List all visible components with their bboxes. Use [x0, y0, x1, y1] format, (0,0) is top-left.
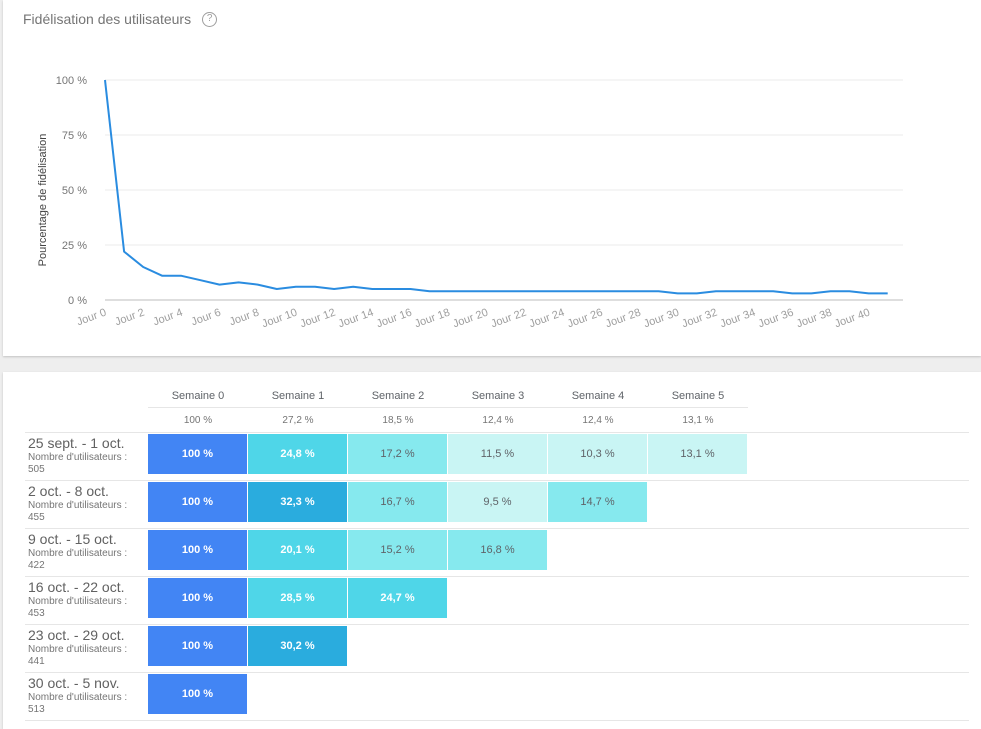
- cohort-cell: 13,1 %: [648, 434, 747, 474]
- y-tick-label: 100 %: [56, 75, 87, 87]
- column-total-week: 27,2 %: [282, 415, 314, 426]
- help-icon[interactable]: ?: [202, 11, 218, 27]
- column-total-week: 12,4 %: [582, 415, 614, 426]
- header-divider: [148, 407, 748, 408]
- column-total-week: 12,4 %: [482, 415, 514, 426]
- column-header-week: Semaine 0: [171, 390, 225, 402]
- cohort-cell: 14,7 %: [548, 482, 647, 522]
- row-divider: [25, 672, 969, 673]
- x-tick-label: Jour 14: [337, 307, 376, 331]
- y-tick-label: 0 %: [68, 295, 87, 307]
- column-header-week: Semaine 4: [571, 390, 625, 402]
- cohort-users-count: 453: [28, 608, 45, 619]
- cohort-cell: 28,5 %: [248, 578, 347, 618]
- column-total-week: 13,1 %: [682, 415, 714, 426]
- cohort-users-label: Nombre d'utilisateurs :: [28, 452, 128, 463]
- cohort-users-count: 513: [28, 704, 45, 715]
- x-tick-label: Jour 28: [604, 307, 643, 331]
- cohort-date-range: 25 sept. - 1 oct.: [28, 435, 125, 451]
- header-bottom-border: [25, 432, 969, 433]
- x-tick-label: Jour 12: [299, 307, 338, 331]
- cohort-cell: 100 %: [148, 626, 247, 666]
- y-axis-title: Pourcentage de fidélisation: [37, 134, 49, 267]
- x-tick-label: Jour 40: [833, 307, 872, 331]
- cohort-cell: 30,2 %: [248, 626, 347, 666]
- cohort-users-count: 441: [28, 656, 45, 667]
- row-divider: [25, 624, 969, 625]
- cohort-users-label: Nombre d'utilisateurs :: [28, 692, 128, 703]
- cohort-users-label: Nombre d'utilisateurs :: [28, 644, 128, 655]
- cohort-cell: 32,3 %: [248, 482, 347, 522]
- x-tick-label: Jour 22: [489, 307, 528, 331]
- column-header-week: Semaine 2: [371, 390, 425, 402]
- cohort-cell: 11,5 %: [448, 434, 547, 474]
- x-tick-label: Jour 24: [528, 307, 567, 331]
- cohort-cell: 9,5 %: [448, 482, 547, 522]
- retention-series-line: [104, 79, 888, 295]
- cohort-row-label: 16 oct. - 22 oct. Nombre d'utilisateurs :…: [28, 579, 150, 625]
- cohort-cell: 100 %: [148, 578, 247, 618]
- cohort-cell: 20,1 %: [248, 530, 347, 570]
- x-tick-label: Jour 4: [152, 307, 185, 329]
- row-divider: [25, 576, 969, 577]
- x-tick-label: Jour 16: [375, 307, 414, 331]
- cohort-cell: 24,8 %: [248, 434, 347, 474]
- cohort-date-range: 16 oct. - 22 oct.: [28, 579, 125, 595]
- retention-line-chart: 100 %75 %50 %25 %0 %Jour 0 Jour 2 Jour 4 Jo…: [37, 75, 903, 331]
- cohort-date-range: 9 oct. - 15 oct.: [28, 531, 117, 547]
- cohort-row-label: 25 sept. - 1 oct. Nombre d'utilisateurs :…: [28, 435, 150, 481]
- cohort-date-range: 23 oct. - 29 oct.: [28, 627, 125, 643]
- cohort-cell: 100 %: [148, 482, 247, 522]
- x-tick-label: Jour 38: [795, 307, 834, 331]
- cohort-cell: 15,2 %: [348, 530, 447, 570]
- cohort-cell: 17,2 %: [348, 434, 447, 474]
- cohort-cell: 100 %: [148, 434, 247, 474]
- cohort-users-label: Nombre d'utilisateurs :: [28, 596, 128, 607]
- x-tick-label: Jour 30: [642, 307, 681, 331]
- cohort-row-label: 30 oct. - 5 nov. Nombre d'utilisateurs :5…: [28, 675, 150, 721]
- row-divider: [25, 528, 969, 529]
- cohort-date-range: 2 oct. - 8 oct.: [28, 483, 109, 499]
- cohort-users-count: 422: [28, 560, 45, 571]
- retention-title-row: Fidélisation des utilisateurs ?: [23, 11, 218, 27]
- x-tick-label: Jour 6: [190, 307, 223, 329]
- column-total-week: 100 %: [183, 415, 213, 426]
- column-total-week: 18,5 %: [382, 415, 414, 426]
- x-tick-label: Jour 0: [75, 307, 108, 329]
- x-tick-label: Jour 10: [260, 307, 299, 331]
- cohort-cell: 100 %: [148, 674, 247, 714]
- y-tick-label: 25 %: [62, 240, 87, 252]
- cohort-cell: 16,8 %: [448, 530, 547, 570]
- row-divider: [25, 480, 969, 481]
- column-header-week: Semaine 3: [471, 390, 525, 402]
- cohort-users-count: 455: [28, 512, 45, 523]
- y-tick-label: 75 %: [62, 130, 87, 142]
- y-tick-label: 50 %: [62, 185, 87, 197]
- cohort-cell: 16,7 %: [348, 482, 447, 522]
- cohort-cell: 10,3 %: [548, 434, 647, 474]
- x-tick-label: Jour 2: [113, 307, 146, 329]
- cohort-table-card: Semaine 0 Semaine 1 Semaine 2 Semaine 3 Sema…: [3, 372, 981, 729]
- cohort-cell: 100 %: [148, 530, 247, 570]
- cohort-users-label: Nombre d'utilisateurs :: [28, 548, 128, 559]
- x-tick-label: Jour 34: [719, 307, 758, 331]
- x-tick-label: Jour 26: [566, 307, 605, 331]
- x-tick-label: Jour 8: [228, 307, 261, 329]
- cohort-row-label: 9 oct. - 15 oct. Nombre d'utilisateurs :4…: [28, 531, 150, 577]
- cohort-users-label: Nombre d'utilisateurs :: [28, 500, 128, 511]
- row-divider: [25, 720, 969, 721]
- cohort-row-label: 2 oct. - 8 oct. Nombre d'utilisateurs :45…: [28, 483, 150, 529]
- retention-chart-card: Fidélisation des utilisateurs ? 100 % 75 …: [3, 0, 981, 356]
- x-tick-label: Jour 18: [413, 307, 452, 331]
- column-header-week: Semaine 5: [671, 390, 725, 402]
- retention-title: Fidélisation des utilisateurs: [23, 11, 192, 27]
- cohort-row-label: 23 oct. - 29 oct. Nombre d'utilisateurs :…: [28, 627, 150, 673]
- cohort-users-count: 505: [28, 464, 45, 475]
- cohort-cell: 24,7 %: [348, 578, 447, 618]
- column-header-week: Semaine 1: [271, 390, 325, 402]
- cohort-date-range: 30 oct. - 5 nov.: [28, 675, 120, 691]
- x-tick-label: Jour 32: [680, 307, 719, 331]
- x-tick-label: Jour 36: [757, 307, 796, 331]
- x-tick-label: Jour 20: [451, 307, 490, 331]
